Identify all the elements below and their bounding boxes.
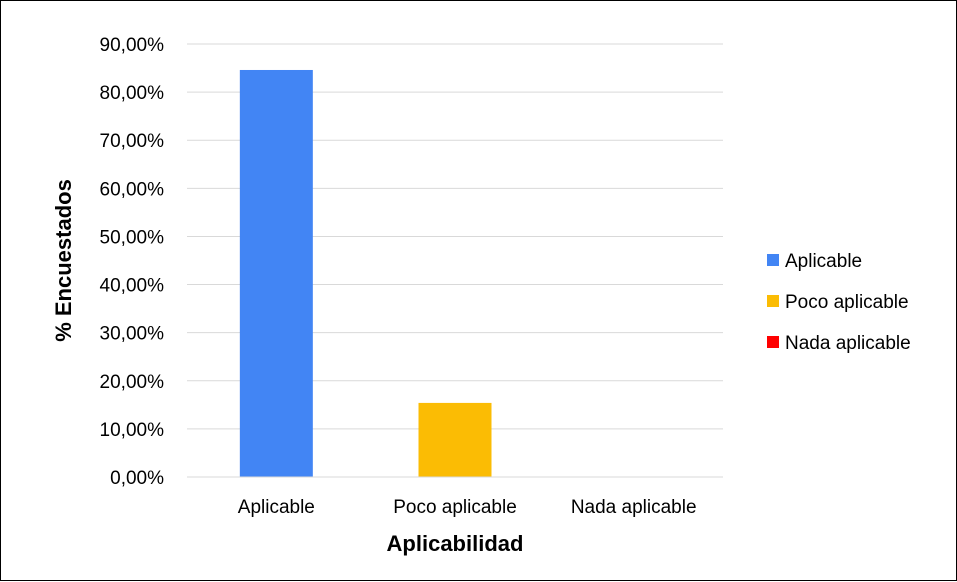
y-tick-label: 0,00% (110, 468, 164, 489)
y-tick-label: 20,00% (100, 372, 165, 393)
y-axis-ticks: 0,00% 10,00% 20,00% 30,00% 40,00% 50,00% 60,00… (100, 35, 165, 489)
x-axis-title: Aplicabilidad (387, 531, 524, 556)
y-tick-label: 30,00% (100, 324, 165, 345)
legend: Aplicable Poco aplicable Nada aplicable (767, 251, 911, 354)
bar-aplicable (239, 69, 313, 477)
y-tick-label: 40,00% (100, 276, 165, 297)
legend-swatch (767, 254, 779, 266)
y-tick-label: 90,00% (100, 35, 165, 56)
y-tick-label: 10,00% (100, 420, 165, 441)
x-tick-label: Poco aplicable (393, 497, 517, 518)
x-axis-ticks: Aplicable Poco aplicable Nada aplicable (238, 497, 697, 518)
x-tick-label: Nada aplicable (571, 497, 697, 518)
legend-swatch (767, 295, 779, 307)
bar-poco-aplicable (418, 402, 492, 477)
legend-label: Poco aplicable (785, 292, 909, 313)
bars (239, 69, 492, 477)
y-tick-label: 80,00% (100, 83, 165, 104)
y-axis-title: % Encuestados (51, 179, 76, 342)
x-tick-label: Aplicable (238, 497, 315, 518)
legend-label: Nada aplicable (785, 333, 911, 354)
y-tick-label: 70,00% (100, 131, 165, 152)
y-tick-label: 50,00% (100, 227, 165, 248)
legend-label: Aplicable (785, 251, 862, 272)
legend-swatch (767, 336, 779, 348)
y-tick-label: 60,00% (100, 179, 165, 200)
